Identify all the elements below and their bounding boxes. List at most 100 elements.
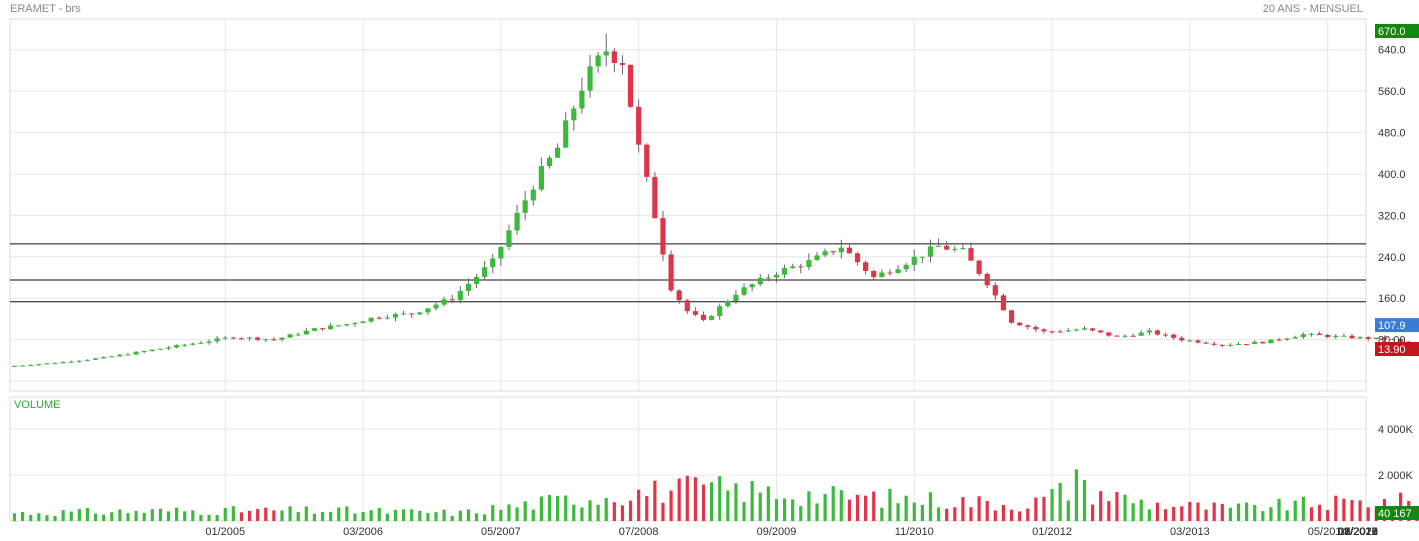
candle-body [944, 245, 950, 250]
volume-bar [580, 507, 584, 521]
volume-bar [337, 507, 341, 521]
candle-body [1252, 341, 1258, 345]
candle-body [822, 251, 828, 256]
candle-body [1162, 334, 1169, 336]
volume-bar [985, 500, 989, 521]
volume-bar [1334, 495, 1338, 521]
candle-body [895, 269, 901, 274]
volume-bar [53, 516, 57, 521]
candle-body [717, 306, 723, 317]
volume-bar [118, 509, 122, 521]
candle-body [1146, 330, 1152, 333]
volume-bar [539, 496, 543, 521]
candle-body [846, 247, 853, 254]
volume-bar [1050, 488, 1054, 521]
candle-body [1008, 310, 1015, 323]
candle-body [927, 246, 934, 257]
candle-body [44, 363, 50, 365]
low-price-badge: 13.90 [1375, 342, 1419, 356]
candle-body [538, 166, 544, 190]
candle-body [190, 343, 196, 345]
volume-bar [231, 506, 235, 521]
candle-body [1341, 335, 1347, 337]
x-tick-label: 05/2007 [481, 526, 521, 538]
volume-bar [531, 509, 535, 521]
candle-body [157, 348, 164, 350]
volume-bar [1285, 510, 1289, 521]
candle-body [1276, 339, 1282, 341]
candle-body [20, 365, 26, 367]
volume-bar [353, 513, 357, 521]
x-tick-label: 01/2005 [205, 526, 245, 538]
period-label[interactable]: 20 ANS - MENSUEL [1262, 3, 1363, 15]
volume-bar [1115, 492, 1119, 521]
candle-body [319, 328, 326, 330]
volume-bar [774, 499, 779, 521]
volume-bar [21, 511, 25, 521]
volume-badge: 40 167 [1375, 506, 1419, 520]
candle-body [457, 290, 463, 301]
volume-bar [1074, 469, 1078, 521]
volume-bar [1196, 502, 1200, 521]
candle-body [198, 342, 204, 344]
volume-bar [1261, 511, 1265, 521]
low-price-badge-text: 13.90 [1378, 344, 1406, 356]
candle-body [360, 321, 366, 324]
candle-body [465, 283, 472, 291]
volume-bar [888, 488, 892, 521]
candle-body [830, 251, 836, 253]
volume-bar [215, 515, 219, 521]
volume-bar [693, 477, 698, 521]
last-price-badge: 107.9 [1375, 318, 1419, 333]
volume-bar [280, 510, 284, 521]
candle-body [1333, 335, 1339, 337]
volume-bar [491, 505, 495, 521]
volume-bar [758, 492, 762, 521]
volume-bar [523, 501, 527, 521]
volume-bar [734, 483, 738, 521]
candle-body [271, 339, 277, 341]
volume-bar [1236, 503, 1241, 521]
volume-panel-label: VOLUME [14, 399, 61, 411]
candle-body [303, 330, 309, 335]
low-price-badge-bg [1375, 342, 1419, 356]
volume-bar [791, 499, 795, 521]
volume-bar [1034, 497, 1038, 521]
candle-body [1033, 326, 1039, 330]
volume-bar [1293, 500, 1297, 521]
candle-body [903, 264, 909, 270]
candle-body [814, 255, 820, 261]
candle-body [781, 268, 788, 275]
candle-body [644, 144, 650, 177]
volume-bar [1147, 509, 1151, 521]
candle-body [522, 200, 528, 213]
volume-bar [1066, 500, 1070, 521]
candle-body [749, 284, 755, 288]
candle-body [287, 334, 293, 338]
volume-bar [466, 509, 471, 521]
candle-body [214, 338, 220, 342]
volume-bar [1180, 506, 1184, 521]
volume-bar [945, 508, 949, 521]
candle-body [790, 266, 796, 269]
candle-body [968, 248, 974, 261]
candle-body [1227, 344, 1233, 346]
volume-bar [93, 513, 98, 521]
volume-bar [450, 515, 454, 521]
x-tick-label: 02/2022 [1338, 526, 1378, 538]
candle-body [1081, 328, 1088, 330]
candle-body [109, 356, 115, 358]
volume-bar [345, 506, 349, 521]
candle-body [1373, 337, 1379, 339]
volume-bar [183, 511, 187, 521]
volume-tick-label: 4 000K [1378, 424, 1414, 436]
candle-body [919, 256, 925, 258]
candle-body [757, 277, 763, 285]
candle-body [619, 63, 626, 65]
candle-body [1122, 335, 1128, 337]
volume-bar [604, 497, 608, 521]
volume-bar [1082, 479, 1087, 521]
volume-bar [1131, 503, 1135, 521]
volume-bar [474, 513, 479, 521]
